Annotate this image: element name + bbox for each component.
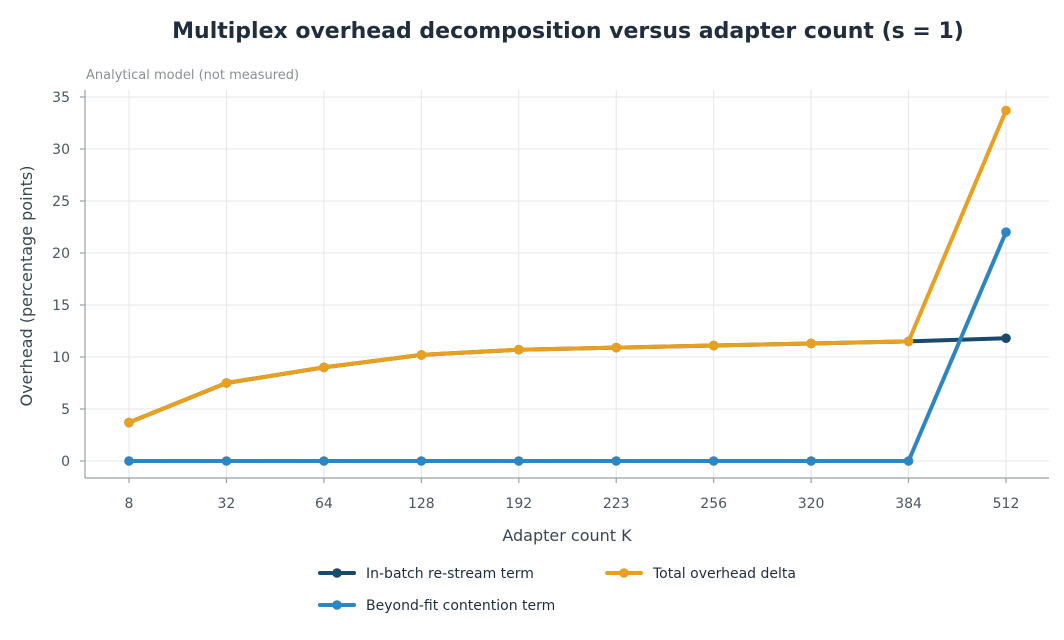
x-axis-label: Adapter count K <box>502 526 632 545</box>
series-line <box>127 230 1008 463</box>
legend: In-batch re-stream term Beyond-fit conten… <box>318 566 796 614</box>
data-point <box>611 342 622 353</box>
x-tick-label: 32 <box>218 496 236 512</box>
legend-item: Beyond-fit contention term <box>318 598 555 614</box>
legend-item: Total overhead delta <box>605 566 796 582</box>
y-tick-label: 5 <box>61 402 70 418</box>
data-point <box>1001 333 1011 344</box>
legend-label: Beyond-fit contention term <box>366 598 555 614</box>
series-total-overhead-delta <box>124 105 1011 428</box>
x-tick-label: 256 <box>700 496 727 512</box>
series-line <box>127 336 1008 425</box>
data-point <box>708 456 719 466</box>
y-tick-label: 30 <box>52 142 70 158</box>
data-point <box>416 456 427 466</box>
data-point <box>903 336 914 347</box>
x-tick-labels: 8 32 64 128 192 223 256 320 384 512 <box>125 478 1020 512</box>
x-tick-label: 320 <box>798 496 825 512</box>
data-point <box>124 417 134 428</box>
x-tick-label: 8 <box>125 496 134 512</box>
data-point <box>513 344 524 355</box>
y-tick-label: 35 <box>52 90 70 106</box>
legend-swatch-marker <box>619 568 629 578</box>
x-tick-label: 64 <box>315 496 333 512</box>
data-point <box>319 456 329 466</box>
data-point <box>221 378 232 388</box>
y-tick-label: 10 <box>52 350 70 366</box>
series-line <box>127 108 1008 425</box>
data-point <box>806 338 816 349</box>
x-tick-label: 192 <box>505 496 532 512</box>
axes-layer <box>84 90 1049 479</box>
data-point <box>1001 105 1011 116</box>
y-tick-label: 25 <box>52 194 70 210</box>
series-layer <box>124 105 1011 466</box>
grid-layer <box>85 90 1049 478</box>
data-point <box>513 456 524 466</box>
chart-title: Multiplex overhead decomposition versus … <box>172 19 964 44</box>
data-point <box>611 456 622 466</box>
legend-item: In-batch re-stream term <box>318 566 534 582</box>
data-point <box>708 340 719 351</box>
x-tick-label: 512 <box>993 496 1020 512</box>
y-tick-label: 15 <box>52 298 70 314</box>
data-point <box>903 456 914 466</box>
y-tick-labels: 0 5 10 15 20 25 30 35 <box>52 90 85 470</box>
x-tick-label: 128 <box>408 496 435 512</box>
chart-subtitle: Analytical model (not measured) <box>86 68 299 83</box>
legend-label: Total overhead delta <box>652 566 796 582</box>
legend-swatch-marker <box>332 600 342 610</box>
data-point <box>221 456 232 466</box>
data-point <box>124 456 134 466</box>
legend-label: In-batch re-stream term <box>366 566 534 582</box>
x-tick-label: 384 <box>895 496 922 512</box>
data-point <box>806 456 816 466</box>
series-beyond-fit-contention-term <box>124 227 1011 466</box>
y-axis-label: Overhead (percentage points) <box>17 165 36 406</box>
data-point <box>416 350 427 360</box>
data-point <box>319 362 329 373</box>
legend-swatch-marker <box>332 568 342 578</box>
x-tick-label: 223 <box>603 496 630 512</box>
y-tick-label: 20 <box>52 246 70 262</box>
data-point <box>1001 227 1011 237</box>
y-tick-label: 0 <box>61 454 70 470</box>
